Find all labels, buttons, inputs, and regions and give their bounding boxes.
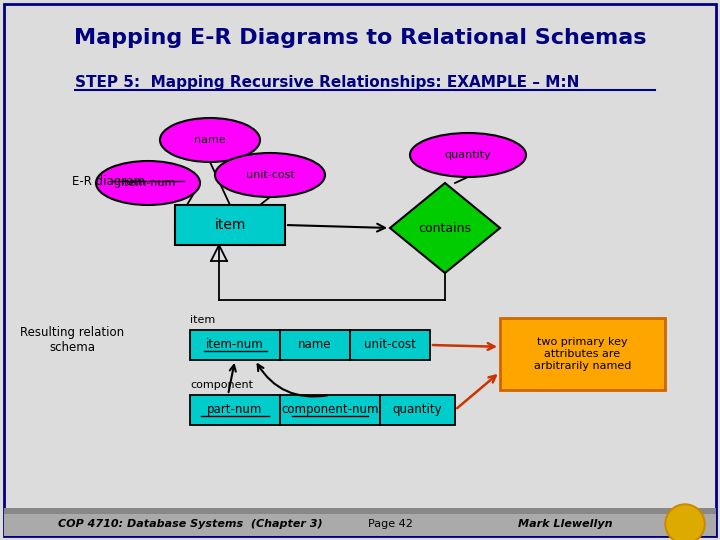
Ellipse shape — [160, 118, 260, 162]
Bar — [500, 318, 665, 390]
Text: STEP 5:  Mapping Recursive Relationships: EXAMPLE – M:N: STEP 5: Mapping Recursive Relationships:… — [75, 75, 580, 90]
Circle shape — [665, 504, 705, 540]
Text: Page 42: Page 42 — [368, 519, 413, 529]
Text: component-num: component-num — [282, 403, 379, 416]
Bar — [175, 205, 285, 245]
Bar — [4, 508, 716, 536]
Circle shape — [667, 506, 703, 540]
Text: name: name — [298, 339, 332, 352]
Text: contains: contains — [418, 221, 472, 234]
Text: item: item — [215, 218, 246, 232]
Ellipse shape — [410, 133, 526, 177]
Text: E-R diagram: E-R diagram — [72, 176, 145, 188]
Bar — [350, 330, 430, 360]
Bar — [280, 330, 350, 360]
Text: Mark Llewellyn: Mark Llewellyn — [518, 519, 612, 529]
Text: name: name — [194, 135, 226, 145]
Text: Resulting relation
schema: Resulting relation schema — [20, 326, 124, 354]
Ellipse shape — [215, 153, 325, 197]
Text: item: item — [190, 315, 215, 325]
Text: component: component — [190, 380, 253, 390]
Polygon shape — [390, 183, 500, 273]
Text: item-num: item-num — [121, 178, 175, 188]
Bar — [190, 395, 280, 425]
Ellipse shape — [96, 161, 200, 205]
Text: COP 4710: Database Systems  (Chapter 3): COP 4710: Database Systems (Chapter 3) — [58, 519, 323, 529]
Text: two primary key
attributes are
arbitrarily named: two primary key attributes are arbitrari… — [534, 338, 631, 370]
Text: quantity: quantity — [392, 403, 442, 416]
Text: part-num: part-num — [207, 403, 263, 416]
Bar — [280, 395, 380, 425]
Text: Mapping E-R Diagrams to Relational Schemas: Mapping E-R Diagrams to Relational Schem… — [73, 28, 647, 48]
Text: item-num: item-num — [206, 339, 264, 352]
Bar — [190, 330, 280, 360]
Text: unit-cost: unit-cost — [246, 170, 294, 180]
Text: unit-cost: unit-cost — [364, 339, 416, 352]
Bar — [4, 514, 716, 536]
Text: quantity: quantity — [445, 150, 491, 160]
Bar — [380, 395, 455, 425]
